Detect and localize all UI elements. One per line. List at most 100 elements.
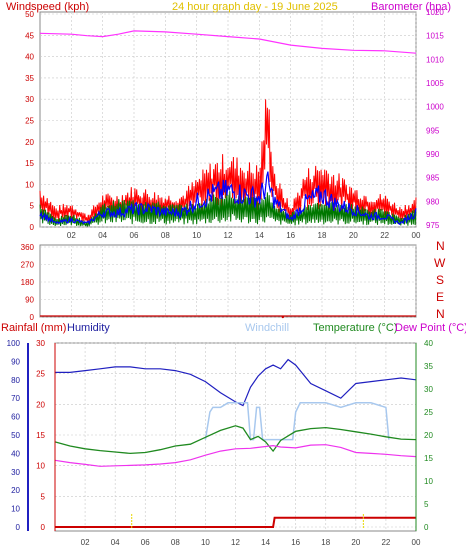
- barometer-tick-label: 985: [426, 174, 440, 183]
- top-x-tick-label: 20: [349, 231, 358, 240]
- temperature-tick-label: 25: [424, 408, 433, 417]
- direction-tick-label: 360: [21, 243, 35, 252]
- bottom-x-tick-label: 22: [381, 538, 390, 547]
- windspeed-tick-label: 0: [30, 223, 35, 232]
- rainfall-tick-label: 5: [41, 492, 46, 501]
- top-x-tick-label: 12: [224, 231, 233, 240]
- windchill-label: Windchill: [245, 322, 289, 334]
- windspeed-tick-label: 15: [25, 159, 34, 168]
- top-x-tick-label: 02: [67, 231, 76, 240]
- humidity-tick-label: 20: [11, 486, 20, 495]
- temperature-series-line: [54, 425, 417, 455]
- bottom-x-tick-label: 02: [81, 538, 90, 547]
- windspeed-tick-label: 35: [25, 74, 34, 83]
- bottom-x-tick-label: 14: [261, 538, 270, 547]
- windspeed-tick-label: 10: [25, 180, 34, 189]
- temperature-tick-label: 30: [424, 385, 433, 394]
- windspeed-tick-label: 40: [25, 53, 34, 62]
- bottom-x-tick-label: 08: [171, 538, 180, 547]
- humidity-tick-label: 0: [16, 523, 21, 532]
- windspeed-tick-label: 25: [25, 117, 34, 126]
- temperature-tick-label: 5: [424, 500, 429, 509]
- bottom-x-tick-label: 12: [231, 538, 240, 547]
- barometer-series-line: [39, 30, 417, 54]
- dewpoint-series-line: [54, 444, 417, 467]
- direction-tick-label: 180: [21, 278, 35, 287]
- barometer-tick-label: 980: [426, 197, 440, 206]
- barometer-tick-label: 1000: [426, 103, 444, 112]
- bottom-x-tick-label: 18: [321, 538, 330, 547]
- humidity-tick-label: 50: [11, 431, 20, 440]
- rainfall-tick-label: 10: [36, 462, 45, 471]
- windspeed-tick-label: 30: [25, 95, 34, 104]
- humidity-tick-label: 80: [11, 376, 20, 385]
- compass-w: W: [434, 256, 446, 270]
- chart-title: 24 hour graph day - 19 June 2025: [172, 1, 338, 13]
- humidity-axis-title: Humidity: [67, 322, 110, 334]
- temperature-tick-label: 20: [424, 431, 433, 440]
- barometer-tick-label: 1020: [426, 8, 444, 17]
- humidity-tick-label: 30: [11, 468, 20, 477]
- rainfall-tick-label: 20: [36, 400, 45, 409]
- humidity-tick-label: 60: [11, 413, 20, 422]
- direction-point: [281, 315, 285, 319]
- windspeed-tick-label: 20: [25, 138, 34, 147]
- rainfall-tick-label: 30: [36, 339, 45, 348]
- humidity-axis-bar: [27, 343, 29, 531]
- rainfall-tick-label: 15: [36, 431, 45, 440]
- top-x-tick-label: 16: [286, 231, 295, 240]
- compass-n-top: N: [436, 239, 445, 253]
- compass-e: E: [436, 290, 444, 304]
- bottom-plot: [54, 358, 417, 528]
- barometer-tick-label: 1015: [426, 32, 444, 41]
- barometer-tick-label: 995: [426, 126, 440, 135]
- top-x-tick-label: 04: [98, 231, 107, 240]
- gust-series-line: [39, 99, 417, 223]
- bottom-x-tick-label: 16: [291, 538, 300, 547]
- rainfall-tick-label: 25: [36, 370, 45, 379]
- bottom-x-tick-label: 04: [111, 538, 120, 547]
- windspeed-tick-label: 5: [30, 202, 35, 211]
- direction-tick-label: 0: [30, 313, 35, 322]
- temperature-tick-label: 0: [424, 523, 429, 532]
- top-x-tick-label: 22: [380, 231, 389, 240]
- bottom-x-tick-label: 20: [351, 538, 360, 547]
- temperature-tick-label: 40: [424, 339, 433, 348]
- compass-n-bottom: N: [436, 307, 445, 321]
- windspeed-tick-label: 45: [25, 31, 34, 40]
- wind-dark-series-line: [39, 190, 417, 227]
- barometer-tick-label: 1010: [426, 55, 444, 64]
- windchill-series-line: [204, 402, 390, 441]
- top-x-tick-label: 00: [412, 231, 421, 240]
- rainfall-axis-title: Rainfall (mm): [1, 322, 66, 334]
- bottom-x-tick-label: 06: [141, 538, 150, 547]
- windspeed-axis-title: Windspeed (kph): [6, 1, 89, 13]
- direction-grid: [40, 245, 417, 318]
- top-panel: [39, 11, 417, 228]
- humidity-tick-label: 40: [11, 449, 20, 458]
- bottom-x-tick-label: 00: [412, 538, 421, 547]
- direction-tick-label: 270: [21, 261, 35, 270]
- wind-average-series-line: [39, 171, 417, 226]
- windspeed-tick-label: 50: [25, 10, 34, 19]
- top-x-tick-label: 18: [318, 231, 327, 240]
- humidity-series-line: [55, 358, 417, 407]
- barometer-tick-label: 990: [426, 150, 440, 159]
- temperature-tick-label: 10: [424, 477, 433, 486]
- top-x-tick-label: 08: [161, 231, 170, 240]
- humidity-tick-label: 70: [11, 394, 20, 403]
- rainfall-tick-label: 0: [41, 523, 46, 532]
- top-x-tick-label: 10: [192, 231, 201, 240]
- barometer-axis-title: Barometer (hpa): [371, 1, 451, 13]
- top-plot: [39, 30, 417, 227]
- rain-series-line: [55, 516, 416, 528]
- temperature-axis-title: Temperature (°C): [313, 322, 397, 334]
- humidity-tick-label: 100: [7, 339, 21, 348]
- humidity-tick-label: 10: [11, 505, 20, 514]
- top-x-tick-label: 14: [255, 231, 264, 240]
- humidity-tick-label: 90: [11, 357, 20, 366]
- temperature-tick-label: 15: [424, 454, 433, 463]
- barometer-tick-label: 1005: [426, 79, 444, 88]
- compass-s: S: [436, 273, 444, 287]
